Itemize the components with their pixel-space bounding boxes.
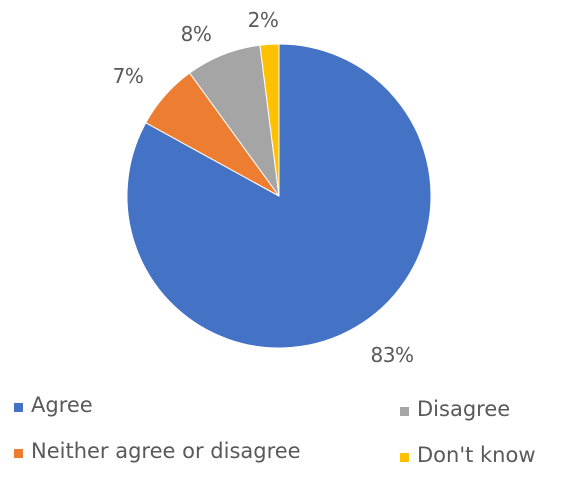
legend-label-neither-agree-or-disagree: Neither agree or disagree <box>31 439 301 463</box>
legend-swatch-agree <box>14 403 23 412</box>
legend-swatch-don-t-know <box>400 453 409 462</box>
legend-label-don-t-know: Don't know <box>417 443 536 467</box>
data-label-don-t-know: 2% <box>248 8 279 32</box>
legend-item-disagree: Disagree <box>400 397 510 421</box>
legend-swatch-neither-agree-or-disagree <box>14 449 23 458</box>
data-label-agree: 83% <box>371 343 414 367</box>
data-label-neither-agree-or-disagree: 7% <box>113 64 144 88</box>
legend-item-don-t-know: Don't know <box>400 443 536 467</box>
legend: Agree Disagree Neither agree or disagree Do… <box>14 393 536 467</box>
pie-slices <box>126 43 432 349</box>
data-label-disagree: 8% <box>181 22 212 46</box>
legend-item-agree: Agree <box>14 393 93 417</box>
legend-label-agree: Agree <box>31 393 93 417</box>
legend-item-neither-agree-or-disagree: Neither agree or disagree <box>14 439 301 463</box>
pie-slice-don-t-know <box>259 43 280 197</box>
legend-swatch-disagree <box>400 407 409 416</box>
legend-label-disagree: Disagree <box>417 397 510 421</box>
pie-data-labels: 83% 7% 8% 2% <box>113 8 414 367</box>
